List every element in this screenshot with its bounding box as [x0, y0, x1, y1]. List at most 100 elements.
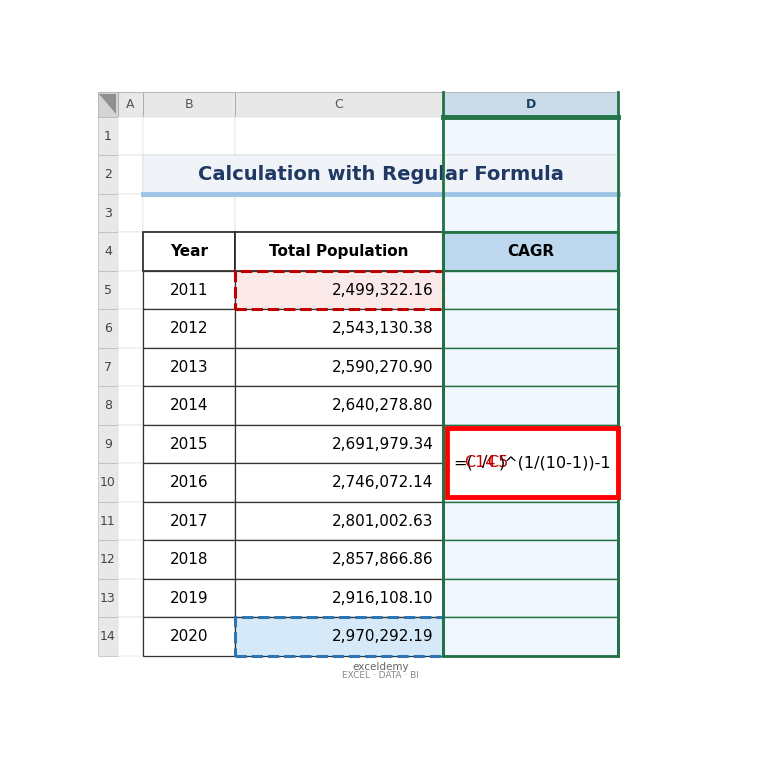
Text: A: A: [126, 98, 134, 111]
Polygon shape: [100, 94, 117, 114]
Bar: [143, 425, 235, 463]
Bar: [235, 617, 443, 656]
Bar: [235, 232, 443, 271]
Text: 9: 9: [104, 438, 112, 451]
Text: Year: Year: [170, 244, 208, 259]
Bar: [143, 271, 235, 310]
Bar: [98, 310, 118, 348]
Bar: [235, 502, 443, 541]
Bar: [143, 310, 235, 348]
Bar: [143, 617, 235, 656]
Bar: [443, 310, 618, 348]
Bar: [143, 579, 235, 617]
Bar: [447, 428, 618, 497]
Bar: [143, 155, 235, 194]
Text: 8: 8: [104, 399, 112, 412]
Bar: [235, 271, 443, 310]
Bar: [443, 502, 618, 541]
Text: 2013: 2013: [170, 359, 208, 375]
Text: 2,746,072.14: 2,746,072.14: [333, 475, 434, 490]
Text: 14: 14: [100, 630, 116, 643]
Bar: [443, 463, 618, 502]
Text: 2,916,108.10: 2,916,108.10: [332, 591, 434, 605]
Bar: [98, 463, 118, 502]
Bar: [443, 271, 618, 310]
Text: 2011: 2011: [170, 283, 208, 297]
Bar: [143, 194, 235, 232]
Text: EXCEL · DATA · BI: EXCEL · DATA · BI: [342, 671, 419, 680]
Text: 7: 7: [104, 360, 112, 373]
Text: exceldemy: exceldemy: [353, 662, 409, 672]
Bar: [235, 310, 443, 348]
Bar: [235, 617, 443, 656]
Bar: [235, 155, 443, 194]
Bar: [118, 425, 143, 463]
Text: )^(1/(10-1))-1: )^(1/(10-1))-1: [499, 455, 612, 470]
Bar: [118, 117, 143, 155]
Text: 5: 5: [104, 283, 112, 296]
Bar: [235, 117, 443, 155]
Bar: [143, 463, 235, 502]
Bar: [143, 541, 235, 579]
Text: 13: 13: [100, 591, 116, 604]
Text: 2: 2: [104, 168, 112, 181]
Bar: [443, 92, 618, 117]
Text: 2014: 2014: [170, 398, 208, 413]
Bar: [443, 502, 618, 541]
Bar: [443, 232, 618, 271]
Bar: [98, 425, 118, 463]
Bar: [98, 617, 118, 656]
Bar: [98, 117, 118, 155]
Bar: [118, 617, 143, 656]
Bar: [443, 425, 618, 463]
Bar: [143, 310, 235, 348]
Bar: [443, 579, 618, 617]
Text: 11: 11: [100, 515, 116, 528]
Bar: [443, 348, 618, 386]
Bar: [143, 463, 235, 502]
Bar: [118, 155, 143, 194]
Bar: [235, 463, 443, 502]
Bar: [143, 541, 235, 579]
Bar: [235, 425, 443, 463]
Bar: [443, 579, 618, 617]
Bar: [443, 348, 618, 386]
Bar: [443, 617, 618, 656]
Bar: [118, 232, 143, 271]
Text: 2,640,278.80: 2,640,278.80: [333, 398, 434, 413]
Text: 2012: 2012: [170, 321, 208, 336]
Text: 2,970,292.19: 2,970,292.19: [332, 629, 434, 644]
Text: Total Population: Total Population: [269, 244, 409, 259]
Text: 1: 1: [104, 130, 112, 143]
Text: 12: 12: [100, 553, 116, 566]
Bar: [98, 232, 118, 271]
Bar: [98, 92, 118, 117]
Text: 10: 10: [100, 476, 116, 489]
Text: 2017: 2017: [170, 514, 208, 528]
Text: 2,499,322.16: 2,499,322.16: [332, 283, 434, 297]
Bar: [235, 425, 443, 463]
Bar: [143, 386, 235, 425]
Bar: [143, 271, 235, 310]
Bar: [118, 502, 143, 541]
Bar: [443, 425, 618, 463]
Text: C5: C5: [488, 455, 508, 470]
Bar: [143, 579, 235, 617]
Bar: [118, 348, 143, 386]
Bar: [235, 579, 443, 617]
Bar: [235, 502, 443, 541]
Bar: [443, 386, 618, 425]
Bar: [235, 541, 443, 579]
Bar: [98, 155, 118, 194]
Bar: [443, 155, 618, 194]
Bar: [235, 232, 443, 271]
Text: 2,857,866.86: 2,857,866.86: [332, 552, 434, 567]
Text: 2015: 2015: [170, 436, 208, 452]
Text: D: D: [525, 98, 536, 111]
Bar: [143, 617, 235, 656]
Text: 4: 4: [104, 245, 112, 258]
Bar: [118, 271, 143, 310]
Bar: [98, 194, 118, 232]
Bar: [98, 348, 118, 386]
Bar: [118, 541, 143, 579]
